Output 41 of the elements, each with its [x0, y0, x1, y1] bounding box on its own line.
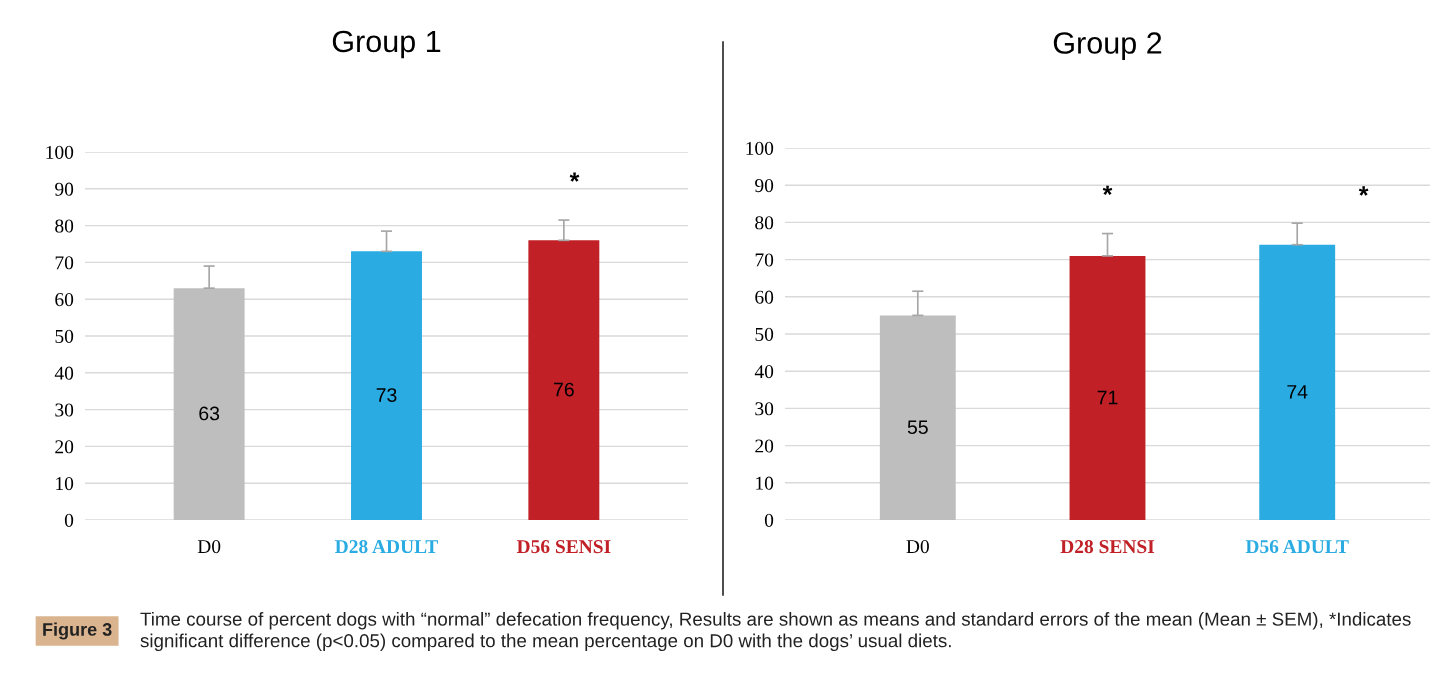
x-tick-label: D28 ADULT: [335, 540, 438, 554]
annotation: *: [569, 172, 580, 182]
y-tick-label: 90: [55, 182, 74, 196]
y-tick-label: 20: [55, 440, 74, 454]
data-label: 71: [1097, 390, 1118, 405]
y-tick-label: 50: [755, 327, 774, 341]
data-label: 63: [199, 406, 220, 421]
caption: Figure 3: [43, 622, 112, 640]
data-label: 73: [376, 388, 397, 402]
y-tick-label: 20: [755, 439, 774, 453]
y-tick-label: 0: [64, 513, 74, 527]
data-label: 74: [1287, 385, 1308, 399]
y-tick-label: 100: [746, 141, 774, 155]
y-tick-label: 60: [55, 293, 74, 307]
y-tick-label: 40: [754, 365, 774, 379]
annotation: *: [1102, 185, 1113, 195]
x-tick-label: D56 SENSI: [516, 540, 611, 554]
text: Time course of percent dogs with “normal” defecation frequency, Results are shown as means and standard errors of the mean (Mean ± SEM), *Indicates significant difference (p<0.05) compared to the mean percentage on D0 with the dogs’ usual diets.: [140, 612, 1411, 652]
y-tick-label: 10: [756, 476, 774, 490]
x-tick-label: D0: [197, 540, 221, 554]
y-tick-label: 100: [46, 145, 74, 159]
y-tick-label: 50: [55, 329, 74, 343]
y-tick-label: 70: [755, 253, 774, 267]
y-tick-label: 30: [755, 402, 774, 416]
y-tick-label: 80: [755, 216, 774, 230]
y-tick-label: 70: [55, 256, 74, 270]
x-tick-label: D0: [906, 540, 929, 554]
data-label: 76: [554, 382, 574, 397]
chart-title: Group 2: [1053, 32, 1162, 60]
y-tick-label: 30: [55, 403, 74, 417]
annotation: *: [1358, 186, 1369, 196]
y-tick-label: 80: [55, 219, 74, 233]
chart-title: Group 1: [332, 30, 441, 59]
y-tick-label: 90: [755, 179, 774, 193]
x-tick-label: D28 SENSI: [1060, 540, 1155, 554]
y-tick-label: 60: [755, 290, 774, 304]
data-label: 55: [907, 420, 928, 435]
x-tick-label: D56 ADULT: [1245, 540, 1349, 554]
y-tick-label: 40: [54, 366, 74, 380]
y-tick-label: 10: [56, 477, 74, 491]
y-tick-label: 0: [764, 513, 774, 527]
